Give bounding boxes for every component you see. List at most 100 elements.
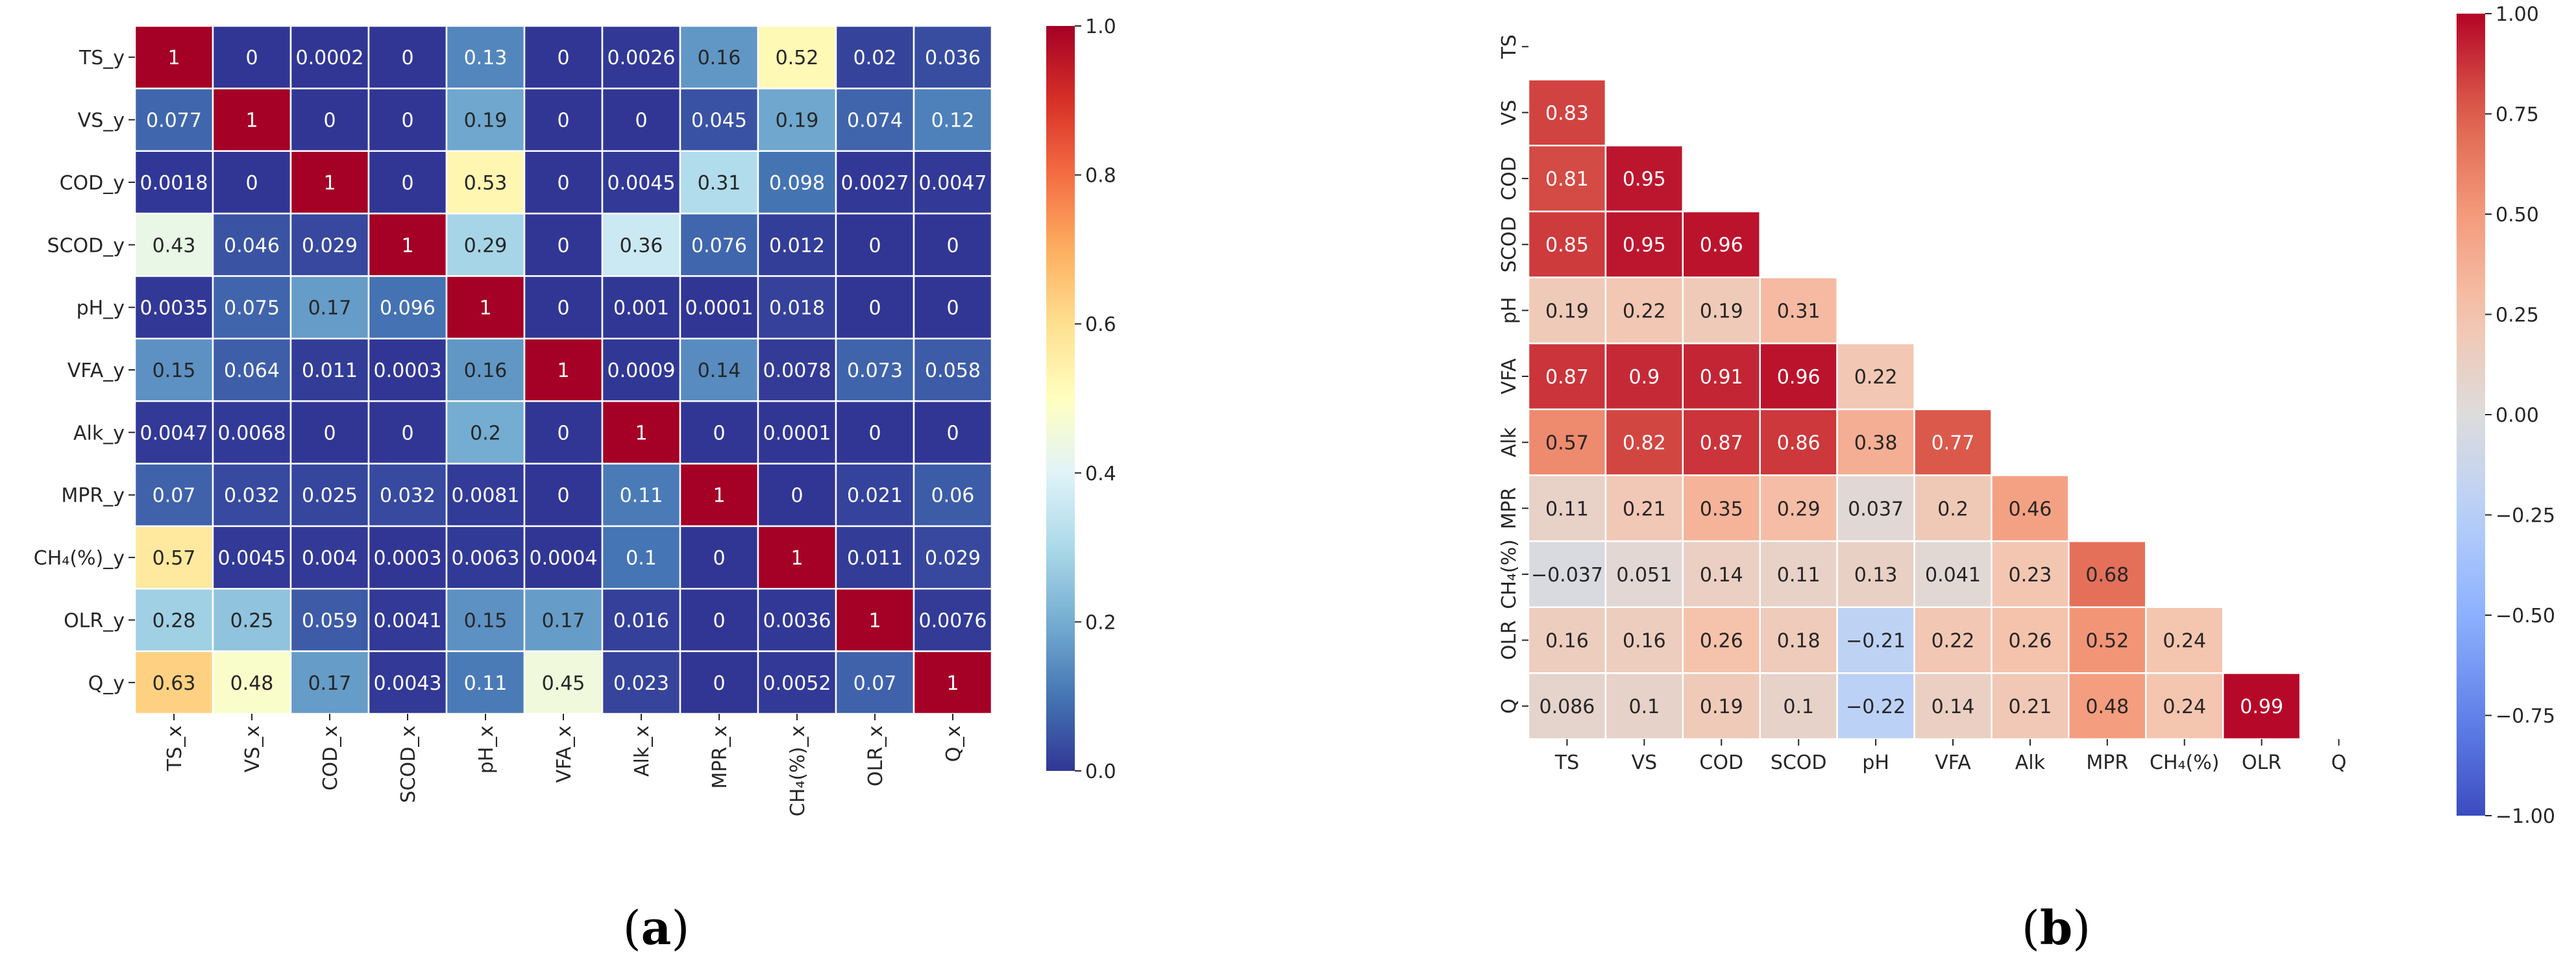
heatmap-cell [1682, 672, 1761, 740]
heatmap-cell [1836, 342, 1915, 411]
heatmap-cell [679, 525, 759, 590]
cell-value-label: 0.17 [308, 672, 352, 695]
cell-value-label: 1 [401, 234, 413, 257]
heatmap-cell [1682, 276, 1761, 345]
cell-value-label: 0.31 [1777, 300, 1821, 323]
cell-value-label: 0.076 [691, 234, 747, 257]
cell-value-label: 0.032 [380, 485, 435, 507]
cell-value-label: 0 [946, 422, 959, 444]
x-tick-label: MPR_x [709, 725, 731, 789]
cell-value-label: 0.48 [2085, 696, 2129, 718]
cell-value-label: 0 [713, 672, 725, 695]
cell-value-label: 0 [401, 110, 413, 132]
cell-value-label: 0.11 [1777, 564, 1821, 587]
cell-value-label: 0.0047 [140, 422, 208, 444]
heatmap-cell [289, 400, 370, 465]
cell-value-label: 0.86 [1777, 432, 1821, 455]
cell-value-label: 0.29 [464, 234, 508, 257]
heatmap-cell [913, 275, 993, 340]
x-tick-label: CH₄(%) [2150, 751, 2219, 774]
cell-value-label: 0.21 [1623, 498, 1666, 520]
colorbar [1046, 26, 1075, 771]
cell-value-label: 0.098 [769, 172, 825, 195]
cell-value-label: 0.086 [1539, 696, 1595, 718]
cell-value-label: 0.57 [153, 547, 196, 570]
heatmap-b: 0.83 0.81 0.95 0.85 0.95 0.96 0.19 0.22 0.19 0.31… [1498, 3, 2555, 828]
cell-value-label: 1 [245, 110, 258, 132]
cell-value-label: 0 [557, 234, 569, 257]
heatmap-cell [1682, 210, 1761, 278]
cell-value-label: 0.0002 [296, 47, 364, 69]
cell-value-label: 0.016 [613, 609, 669, 632]
cell-value-label: 0.52 [776, 47, 819, 69]
heatmap-cell [601, 525, 681, 590]
cell-value-label: 0.023 [613, 672, 669, 695]
x-tick-label: OLR_x [865, 725, 887, 786]
heatmap-cell [1913, 540, 1993, 608]
y-tick-label: MPR [1498, 487, 1521, 530]
cell-value-label: 1 [167, 47, 180, 69]
heatmap-cell [1836, 474, 1915, 542]
cell-value-label: 0 [401, 47, 413, 69]
colorbar-tick-label: 0.2 [1085, 611, 1116, 634]
cell-value-label: 0.075 [224, 297, 280, 320]
heatmap-cell [212, 275, 292, 340]
cell-value-label: 0 [946, 234, 959, 257]
heatmap-cell [523, 212, 604, 277]
heatmap-cell [835, 400, 915, 465]
heatmap-cell [679, 400, 759, 465]
x-tick-label: VS [1632, 751, 1658, 774]
cell-value-label: −0.22 [1846, 696, 1906, 718]
cell-value-label: 0.021 [847, 485, 903, 507]
cell-value-label: 0.87 [1700, 432, 1743, 455]
heatmap-cell [913, 588, 993, 652]
cell-value-label: 0.13 [464, 47, 508, 69]
heatmap-cell [913, 337, 993, 402]
heatmap-cell [1759, 408, 1838, 476]
x-tick-label: MPR [2086, 751, 2128, 774]
cell-value-label: 0.064 [224, 359, 280, 382]
cell-value-label: 0.22 [1623, 300, 1666, 323]
heatmap-cell [289, 88, 370, 152]
cell-value-label: −0.037 [1531, 564, 1603, 587]
x-tick-label: COD [1699, 751, 1743, 774]
cell-value-label: −0.21 [1846, 630, 1906, 653]
heatmap-cell [913, 25, 993, 90]
cell-value-label: 0.0043 [374, 672, 442, 695]
cell-value-label: 1 [946, 672, 959, 695]
x-tick-label: Alk [2015, 751, 2046, 774]
cell-value-label: 0.029 [302, 234, 358, 257]
cell-value-label: 0 [557, 47, 569, 69]
heatmap-cell [1527, 408, 1607, 476]
cell-value-label: 0 [557, 172, 569, 195]
heatmap-cell [913, 88, 993, 152]
cell-value-label: 0.0068 [218, 422, 286, 444]
cell-value-label: 0 [713, 422, 725, 444]
cell-value-label: 0.045 [691, 110, 747, 132]
cell-value-label: 0.52 [2085, 630, 2129, 653]
heatmap-cell [523, 400, 604, 465]
cell-value-label: 0.0003 [374, 359, 442, 382]
y-tick-label: OLR_y [64, 609, 125, 632]
cell-value-label: 0.14 [1932, 696, 1975, 718]
heatmap-cell [212, 650, 292, 715]
heatmap-cell [679, 25, 759, 90]
x-tick-label: SCOD_x [397, 725, 420, 803]
cell-value-label: 0 [323, 422, 336, 444]
cell-value-label: 0.1 [1629, 696, 1660, 718]
heatmap-cell [445, 650, 526, 715]
colorbar-tick-label: 0.8 [1085, 165, 1116, 188]
heatmap-cell [1913, 672, 1993, 740]
cell-value-label: 0.16 [698, 47, 741, 69]
heatmap-cell [679, 650, 759, 715]
y-tick-label: SCOD_y [47, 234, 125, 257]
cell-value-label: 0 [868, 234, 881, 257]
heatmap-cell [445, 463, 526, 528]
heatmap-cell [601, 150, 681, 215]
cell-value-label: 0 [557, 297, 569, 320]
cell-value-label: 0 [868, 297, 881, 320]
x-tick-label: VFA [1935, 751, 1971, 774]
cell-value-label: 0.26 [1700, 630, 1743, 653]
cell-value-label: 1 [557, 359, 569, 382]
